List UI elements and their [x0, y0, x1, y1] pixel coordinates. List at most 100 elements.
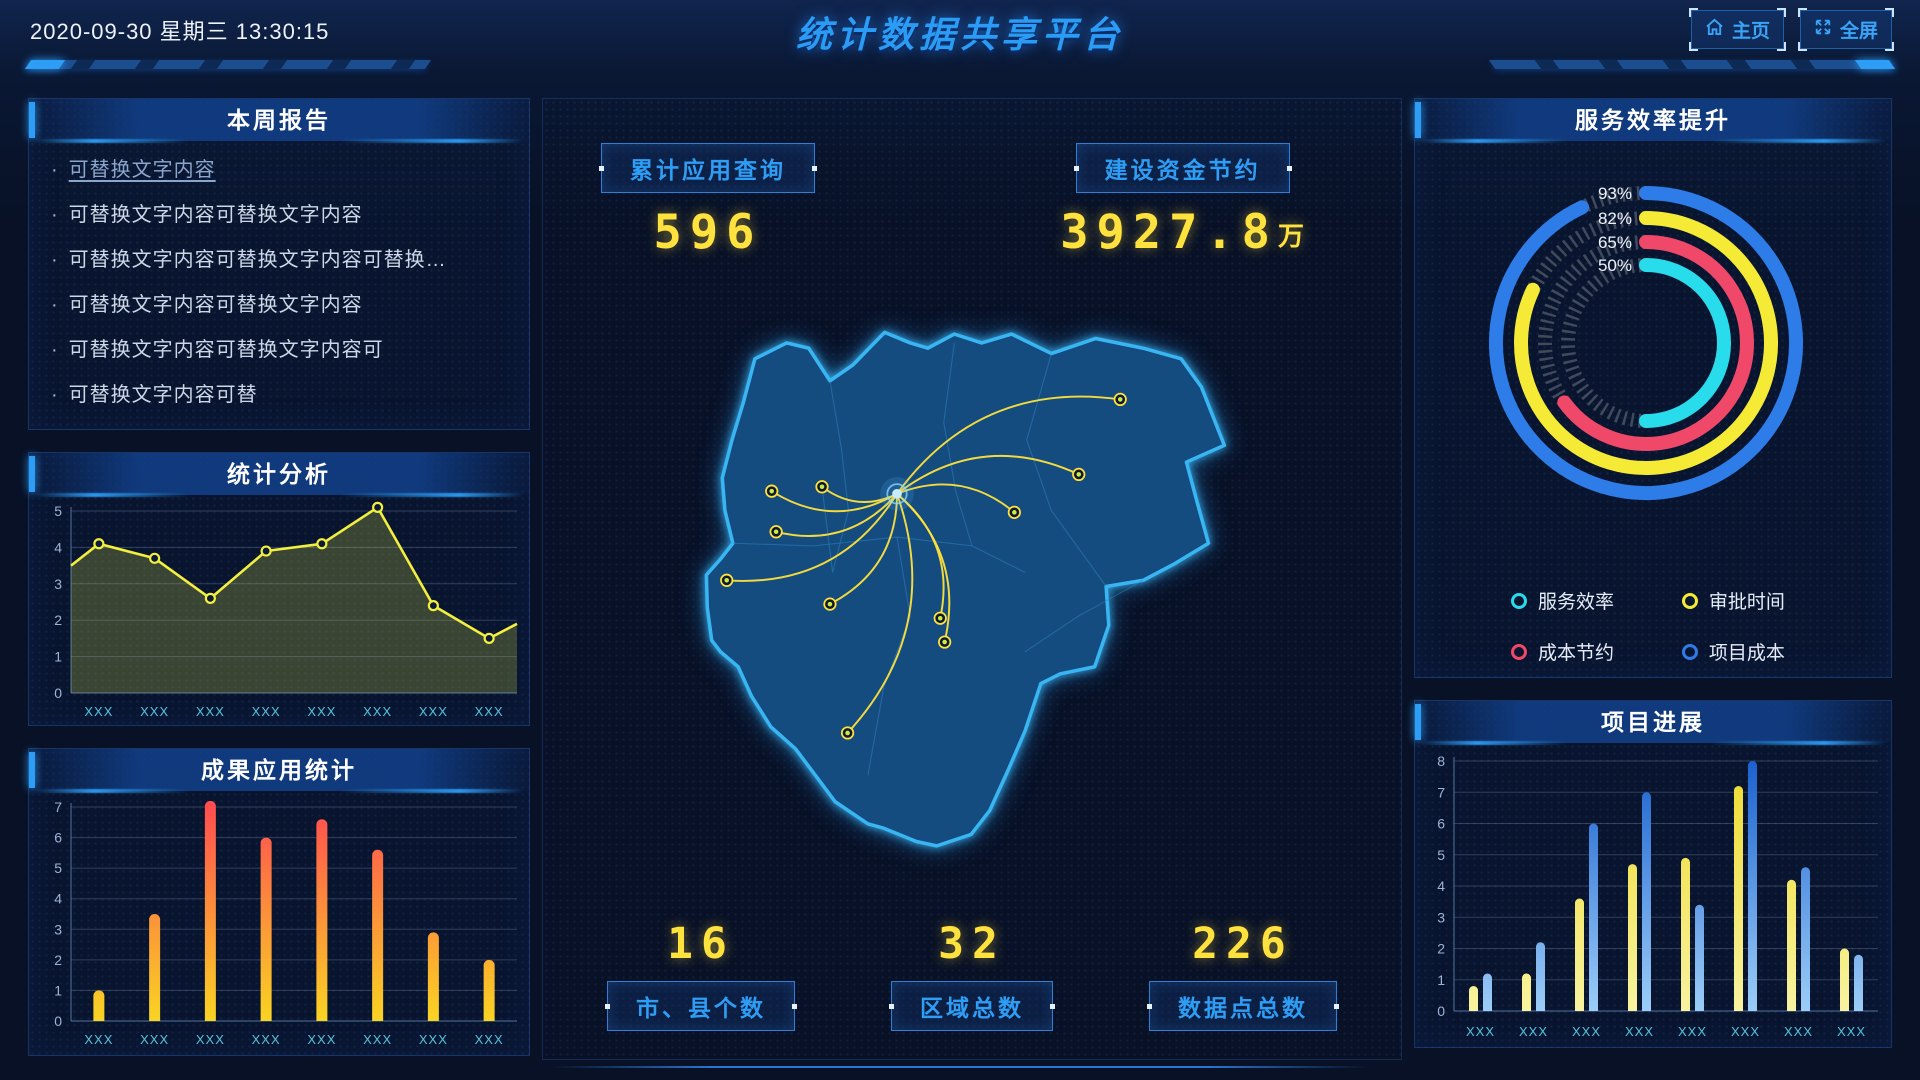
svg-text:XXX: XXX [140, 704, 169, 719]
svg-text:XXX: XXX [363, 1032, 392, 1047]
efficiency-radial-chart: 93% 82% 65% 50% [1415, 141, 1891, 581]
svg-text:2: 2 [54, 612, 62, 628]
progress-bar-chart: 0 1 2 3 4 5 6 7 8 XXX XXX XXX XXX XXX XXX XXX XXX [1415, 743, 1891, 1043]
query-badge: 累计应用查询 [599, 143, 817, 193]
page-title: 统计数据共享平台 [795, 14, 1125, 55]
results-title: 成果应用统计 [29, 749, 529, 791]
progress-panel: 项目进展 0 1 2 3 4 5 6 7 8 XXX XXX XXX XXX XXX XXX XXX XXX [1414, 700, 1892, 1048]
svg-text:2: 2 [54, 952, 62, 968]
svg-text:93%: 93% [1598, 184, 1632, 203]
svg-text:XXX: XXX [252, 1032, 281, 1047]
bottom-stats: 16 市、县个数 32 区域总数 226 数据点总数 [543, 919, 1401, 1059]
svg-text:XXX: XXX [419, 1032, 448, 1047]
svg-text:3: 3 [1437, 909, 1445, 925]
svg-text:8: 8 [1437, 753, 1445, 769]
legend-item: 成本节约 [1511, 638, 1682, 665]
svg-text:7: 7 [54, 799, 62, 815]
fullscreen-button[interactable]: 全屏 [1797, 8, 1894, 51]
datapoint-count-stat: 226 数据点总数 [1147, 919, 1339, 1031]
report-item[interactable]: · 可替换文字内容可替换文字内容 [51, 204, 363, 226]
analysis-panel: 统计分析 0 1 2 3 4 5 XXX XXX XXX XXX XXX XXX XXX XXX [28, 452, 530, 726]
analysis-line-chart: 0 1 2 3 4 5 XXX XXX XXX XXX XXX XXX XXX XXX [29, 495, 529, 723]
svg-text:5: 5 [54, 860, 62, 876]
svg-text:XXX: XXX [196, 1032, 225, 1047]
header-deco-right [1488, 60, 1896, 69]
efficiency-panel: 服务效率提升 93% 82% 65% 50% 服务效率 审批时间 成本节约 项目成本 [1414, 98, 1892, 678]
savings-stat: 建设资金节约 3927.8万 [1060, 143, 1305, 260]
efficiency-title: 服务效率提升 [1415, 99, 1891, 141]
svg-text:0: 0 [54, 1013, 62, 1029]
report-list: · 可替换文字内容 · 可替换文字内容可替换文字内容 · 可替换文字内容可替换文字内容… [29, 157, 529, 408]
city-count-value: 16 [667, 919, 735, 969]
progress-title: 项目进展 [1415, 701, 1891, 743]
svg-text:50%: 50% [1598, 256, 1632, 275]
region-count-stat: 32 区域总数 [889, 919, 1055, 1031]
svg-text:XXX: XXX [475, 1032, 504, 1047]
svg-text:XXX: XXX [1731, 1024, 1760, 1039]
svg-text:0: 0 [1437, 1003, 1445, 1019]
report-item[interactable]: · 可替换文字内容可替换文字内容可替换… [51, 249, 447, 271]
weekly-report-title: 本周报告 [29, 99, 529, 141]
fullscreen-button-label: 全屏 [1839, 21, 1878, 42]
header-buttons: 主页 全屏 [1688, 8, 1894, 51]
legend-marker [1681, 592, 1698, 609]
left-column: 本周报告 · 可替换文字内容 · 可替换文字内容可替换文字内容 · 可替换文字内容可替… [28, 98, 530, 1060]
weekly-report-panel: 本周报告 · 可替换文字内容 · 可替换文字内容可替换文字内容 · 可替换文字内容可替… [28, 98, 530, 430]
svg-text:5: 5 [1437, 847, 1445, 863]
svg-text:XXX: XXX [1837, 1024, 1866, 1039]
svg-text:XXX: XXX [84, 704, 113, 719]
report-item[interactable]: · 可替换文字内容可替 [51, 384, 258, 406]
main-content: 本周报告 · 可替换文字内容 · 可替换文字内容可替换文字内容 · 可替换文字内容可替… [0, 64, 1920, 1060]
home-button[interactable]: 主页 [1688, 8, 1786, 51]
results-bar-chart: 0 1 2 3 4 5 6 7 XXX XXX XXX XXX XXX XXX XXX XXX [29, 791, 529, 1051]
city-count-badge: 市、县个数 [605, 981, 797, 1031]
query-stat: 累计应用查询 596 [599, 143, 817, 260]
report-item[interactable]: · 可替换文字内容 [51, 159, 216, 181]
svg-text:XXX: XXX [307, 704, 336, 719]
svg-text:5: 5 [54, 503, 62, 519]
savings-badge: 建设资金节约 [1073, 143, 1292, 193]
svg-text:XXX: XXX [363, 704, 392, 719]
svg-text:XXX: XXX [1625, 1024, 1654, 1039]
svg-text:XXX: XXX [1572, 1024, 1601, 1039]
svg-text:1: 1 [54, 982, 62, 998]
svg-text:1: 1 [54, 649, 62, 665]
query-value: 596 [653, 205, 763, 260]
city-count-stat: 16 市、县个数 [605, 919, 797, 1031]
center-panel: 累计应用查询 596 建设资金节约 3927.8万 [542, 98, 1402, 1060]
fullscreen-icon [1814, 18, 1832, 42]
footer-deco [550, 1062, 1370, 1072]
svg-text:XXX: XXX [307, 1032, 336, 1047]
report-item[interactable]: · 可替换文字内容可替换文字内容可 [51, 339, 384, 361]
svg-text:82%: 82% [1598, 209, 1632, 228]
report-item[interactable]: · 可替换文字内容可替换文字内容 [51, 294, 363, 316]
header: 2020-09-30 星期三 13:30:15 统计数据共享平台 主页 全屏 [0, 0, 1920, 69]
svg-text:XXX: XXX [84, 1032, 113, 1047]
svg-text:XXX: XXX [419, 704, 448, 719]
svg-text:7: 7 [1437, 784, 1445, 800]
svg-text:6: 6 [1437, 816, 1445, 832]
svg-text:XXX: XXX [1678, 1024, 1707, 1039]
datetime: 2020-09-30 星期三 13:30:15 [30, 19, 330, 44]
home-button-label: 主页 [1731, 21, 1770, 42]
legend-item: 审批时间 [1681, 587, 1853, 614]
legend-item: 项目成本 [1681, 638, 1853, 665]
datapoint-count-badge: 数据点总数 [1147, 981, 1339, 1031]
svg-text:6: 6 [54, 830, 62, 846]
svg-text:1: 1 [1437, 972, 1445, 988]
results-panel: 成果应用统计 0 1 2 3 4 5 6 7 XXX XXX XXX XXX XXX XXX XXX XXX [28, 748, 530, 1056]
legend-marker [1511, 643, 1527, 660]
header-deco-left [24, 60, 432, 69]
svg-text:4: 4 [1437, 878, 1445, 894]
svg-text:XXX: XXX [1784, 1024, 1813, 1039]
svg-text:65%: 65% [1598, 233, 1632, 252]
legend-marker [1681, 643, 1698, 660]
svg-text:XXX: XXX [196, 704, 225, 719]
svg-text:XXX: XXX [1519, 1024, 1548, 1039]
svg-text:XXX: XXX [252, 704, 281, 719]
svg-text:3: 3 [54, 576, 62, 592]
svg-text:0: 0 [54, 685, 62, 701]
analysis-title: 统计分析 [29, 453, 529, 495]
svg-text:4: 4 [54, 539, 62, 555]
legend-marker [1511, 592, 1527, 609]
